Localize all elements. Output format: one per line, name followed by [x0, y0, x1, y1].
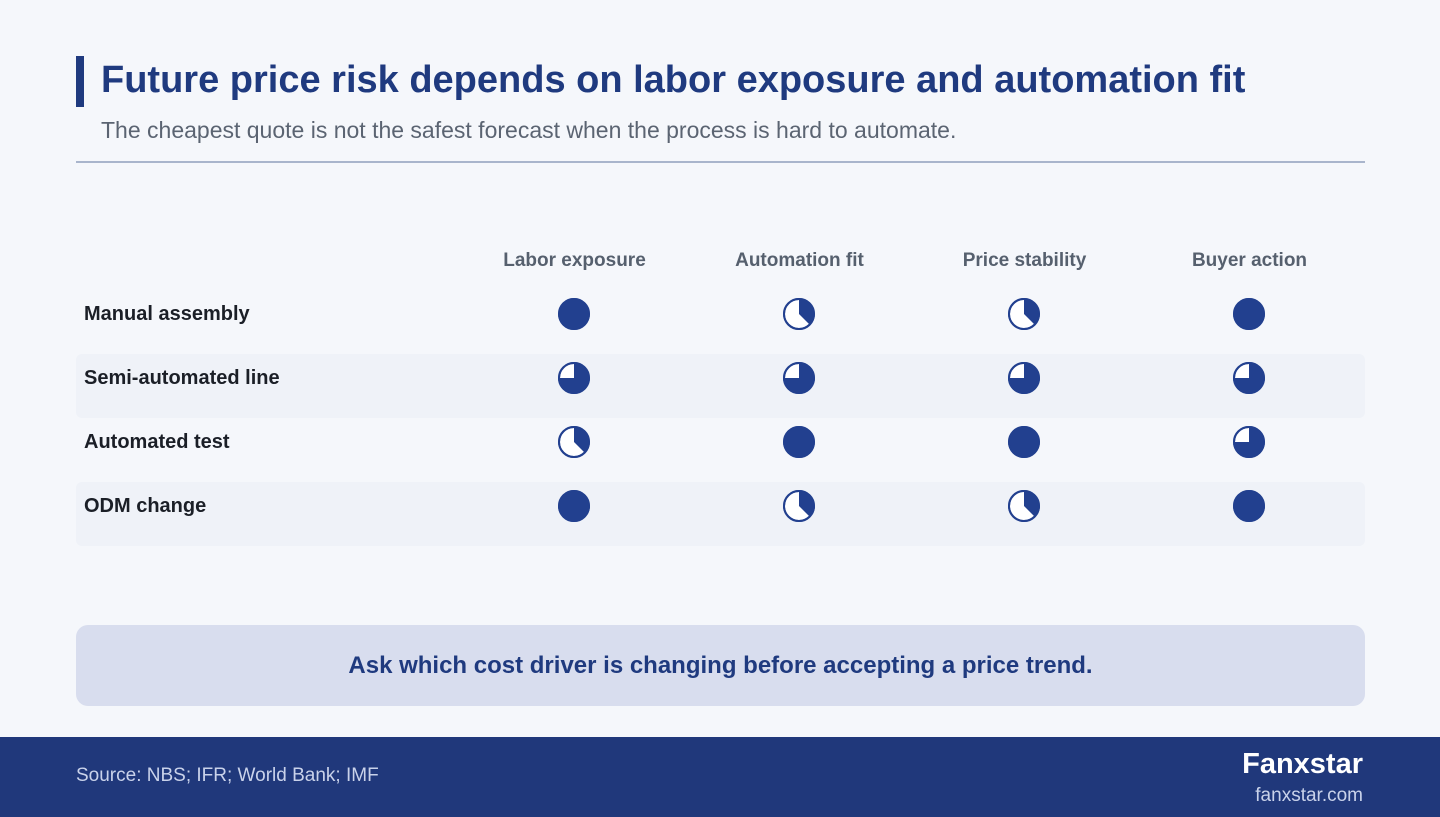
harvey-ball	[557, 425, 591, 459]
table-row: Automated test	[76, 418, 1365, 482]
harvey-ball	[557, 489, 591, 523]
harvey-ball	[1232, 425, 1266, 459]
column-header: Automation fit	[735, 250, 864, 271]
source-note: Source: NBS; IFR; World Bank; IMF	[76, 765, 379, 786]
harvey-ball	[1007, 489, 1041, 523]
callout-text: Ask which cost driver is changing before…	[348, 651, 1093, 679]
harvey-ball	[1007, 361, 1041, 395]
harvey-ball	[557, 361, 591, 395]
column-header: Buyer action	[1191, 250, 1308, 271]
harvey-ball	[557, 297, 591, 331]
harvey-ball	[1232, 297, 1266, 331]
brand-logo-text: Fanxstar	[1242, 748, 1363, 780]
row-label: ODM change	[84, 495, 207, 517]
footer: Source: NBS; IFR; World Bank; IMF Fanxst…	[0, 737, 1440, 817]
column-header: Price stability	[962, 250, 1087, 271]
column-header: Labor exposure	[503, 250, 646, 271]
harvey-ball	[782, 425, 816, 459]
harvey-ball	[782, 361, 816, 395]
header-divider	[76, 161, 1365, 163]
harvey-ball	[782, 489, 816, 523]
page-title: Future price risk depends on labor expos…	[101, 59, 1246, 101]
table-row: Manual assembly	[76, 290, 1365, 354]
table-row: Semi-automated line	[76, 354, 1365, 418]
row-label: Semi-automated line	[84, 367, 280, 389]
row-label: Automated test	[84, 431, 230, 453]
brand-url: fanxstar.com	[1255, 785, 1363, 806]
table-row: ODM change	[76, 482, 1365, 546]
harvey-ball	[1007, 297, 1041, 331]
harvey-ball	[782, 297, 816, 331]
harvey-ball	[1232, 489, 1266, 523]
title-accent-bar	[76, 56, 84, 107]
callout-box: Ask which cost driver is changing before…	[76, 625, 1365, 706]
harvey-ball	[1232, 361, 1266, 395]
row-label: Manual assembly	[84, 303, 250, 325]
page-subtitle: The cheapest quote is not the safest for…	[101, 117, 957, 143]
harvey-ball	[1007, 425, 1041, 459]
